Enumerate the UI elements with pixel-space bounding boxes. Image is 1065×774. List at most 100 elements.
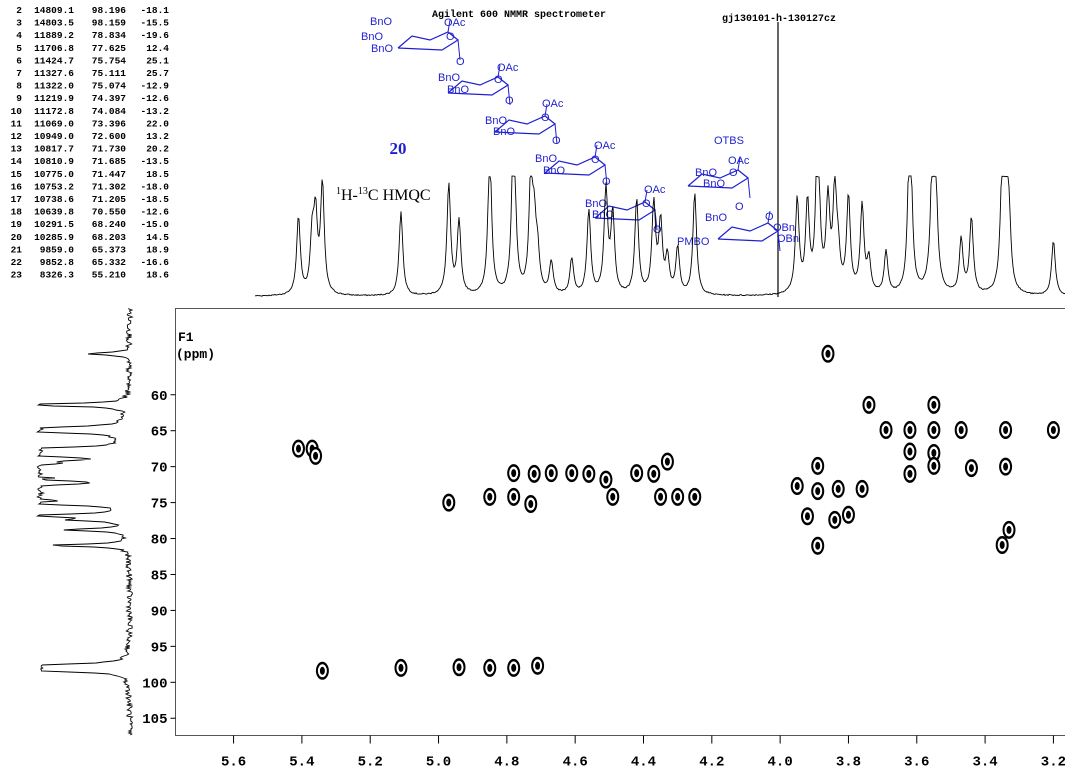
table-cell: 25.7 xyxy=(146,68,169,79)
table-cell: -15.5 xyxy=(140,18,169,29)
structure-label: PMBO xyxy=(677,236,710,248)
table-cell: 11327.6 xyxy=(34,68,74,79)
table-cell: 10949.0 xyxy=(34,131,74,142)
table-cell: 77.625 xyxy=(92,43,127,54)
structure-label: O xyxy=(729,167,738,179)
table-cell: 10738.6 xyxy=(34,194,74,205)
table-cell: 11322.0 xyxy=(34,81,74,92)
x-tick-label: 4.4 xyxy=(631,755,656,771)
cross-peak-core xyxy=(815,541,821,550)
structure-label: O xyxy=(765,211,774,223)
cross-peak-core xyxy=(531,469,537,478)
table-cell: 21 xyxy=(11,244,23,255)
compound-number: 20 xyxy=(390,139,407,158)
table-cell: 10 xyxy=(11,106,23,117)
table-cell: 6 xyxy=(16,55,22,66)
cross-peak-core xyxy=(528,500,534,509)
structure-label: OAc xyxy=(594,140,616,152)
structure-label: O xyxy=(591,154,600,166)
cross-peak-core xyxy=(907,469,913,478)
structure-label: OAc xyxy=(542,98,564,110)
table-cell: 20.2 xyxy=(146,144,169,155)
structure-label: BnO xyxy=(705,212,727,224)
table-cell: 71.205 xyxy=(92,194,127,205)
table-cell: 8 xyxy=(16,81,22,92)
table-cell: 8326.3 xyxy=(40,270,75,281)
bond xyxy=(544,103,548,117)
x-tick-label: 4.0 xyxy=(768,755,793,771)
table-cell: 5 xyxy=(16,43,22,54)
table-cell: 70.550 xyxy=(92,207,127,218)
cross-peak-core xyxy=(931,448,937,457)
bond xyxy=(747,177,751,199)
table-cell: 11889.2 xyxy=(34,30,74,41)
table-cell: -12.6 xyxy=(140,93,169,104)
structure-label: O xyxy=(541,112,550,124)
cross-peak-core xyxy=(456,663,462,672)
bond xyxy=(767,210,771,224)
y-tick-label: 60 xyxy=(151,389,168,405)
cross-peak-core xyxy=(603,475,609,484)
table-cell: 10639.8 xyxy=(34,207,74,218)
table-cell: 73.396 xyxy=(92,118,127,129)
table-cell: 10817.7 xyxy=(34,144,74,155)
structure-label: O xyxy=(642,198,651,210)
table-cell: 10810.9 xyxy=(34,156,74,167)
table-cell: 11219.9 xyxy=(34,93,74,104)
structure-label: BnO xyxy=(370,16,392,28)
table-cell: 11172.8 xyxy=(34,106,74,117)
table-cell: 98.196 xyxy=(92,5,127,16)
bond xyxy=(507,84,511,106)
table-cell: 55.210 xyxy=(92,270,127,281)
cross-peak-core xyxy=(675,492,681,501)
table-cell: 10775.0 xyxy=(34,169,74,180)
cross-peak-core xyxy=(1003,425,1009,434)
bond xyxy=(737,157,741,171)
bond xyxy=(447,19,451,33)
table-cell: 7 xyxy=(16,68,22,79)
cross-peak-core xyxy=(866,400,872,409)
table-cell: -18.5 xyxy=(140,194,169,205)
table-cell: -12.9 xyxy=(140,81,169,92)
x-tick-label: 3.4 xyxy=(972,755,997,771)
bond xyxy=(644,189,648,203)
table-cell: 78.834 xyxy=(92,30,127,41)
table-cell: 71.447 xyxy=(92,169,127,180)
structure-label: BnO xyxy=(371,43,393,55)
cross-peak-core xyxy=(569,469,575,478)
table-cell: 14.5 xyxy=(146,232,169,243)
cross-peak-core xyxy=(319,666,325,675)
cross-peak-core xyxy=(907,425,913,434)
x-tick-label: 4.2 xyxy=(699,755,724,771)
cross-peak-core xyxy=(968,464,974,473)
bond xyxy=(777,230,781,252)
table-cell: 98.159 xyxy=(92,18,127,29)
bond xyxy=(604,164,608,186)
table-cell: 18.6 xyxy=(146,270,169,281)
structure-label: O xyxy=(602,176,611,188)
table-cell: 22.0 xyxy=(146,118,169,129)
table-cell: 75.074 xyxy=(92,81,127,92)
structure-label: BnO xyxy=(695,167,717,179)
cross-peak-core xyxy=(859,484,865,493)
x-tick-label: 5.6 xyxy=(221,755,246,771)
structure-label: O xyxy=(653,224,662,236)
plot-frame xyxy=(175,308,1065,736)
structure-label: BnO xyxy=(447,84,469,96)
table-cell: 68.240 xyxy=(92,219,127,230)
x-tick-label: 4.8 xyxy=(494,755,519,771)
table-cell: 13 xyxy=(11,144,23,155)
table-cell: -18.0 xyxy=(140,181,169,192)
structure-label: BnO xyxy=(535,153,557,165)
table-cell: 9 xyxy=(16,93,22,104)
table-cell: 10285.9 xyxy=(34,232,74,243)
y-tick-label: 85 xyxy=(151,568,168,584)
cross-peak-core xyxy=(610,492,616,501)
structure-label: OTBS xyxy=(714,135,744,147)
superscript: 1 xyxy=(336,186,341,197)
table-cell: 18.5 xyxy=(146,169,169,180)
table-cell: 75.111 xyxy=(92,68,127,79)
table-cell: 11069.0 xyxy=(34,118,74,129)
experiment-label: 1H-13C HMQC xyxy=(336,186,431,204)
